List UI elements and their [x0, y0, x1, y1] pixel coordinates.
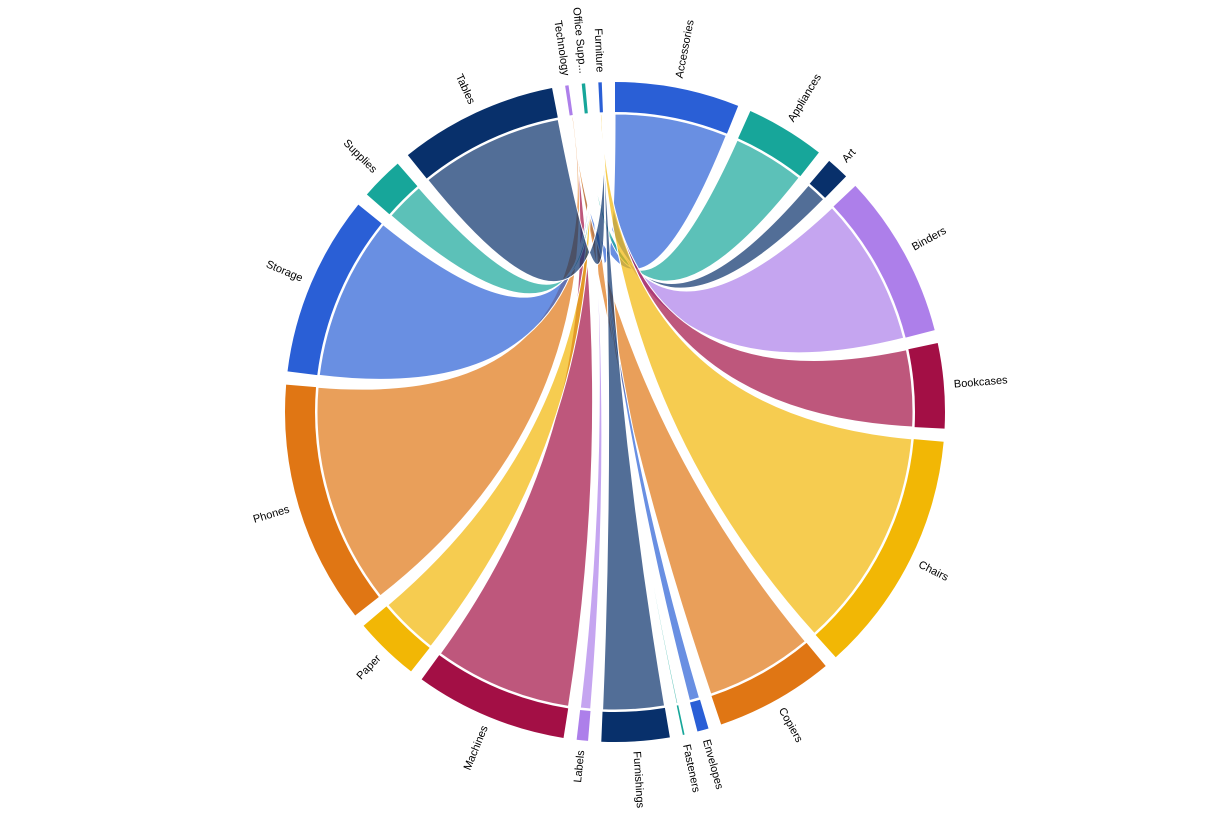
node-label: Supplies	[341, 137, 380, 176]
node-arc	[366, 163, 418, 215]
node-label: Appliances	[786, 72, 824, 125]
node-label: Fasteners	[680, 743, 702, 794]
node-arc	[407, 88, 558, 179]
node-arc	[689, 699, 709, 732]
node-arc	[287, 204, 382, 376]
node-arc	[601, 707, 670, 742]
node-arc	[581, 83, 588, 114]
node-label: Art	[840, 147, 858, 165]
link	[584, 114, 905, 354]
node-arc	[815, 439, 944, 658]
node-label: Technology	[551, 20, 571, 77]
node-arc	[565, 85, 573, 116]
link	[318, 114, 591, 380]
link	[390, 114, 592, 295]
node-label: Envelopes	[700, 738, 725, 791]
node-label: Storage	[264, 258, 304, 284]
node-label: Office Supp...	[570, 7, 588, 74]
node-arc	[576, 709, 591, 741]
node-label: Tables	[453, 72, 477, 106]
node-label: Furniture	[592, 28, 606, 73]
node-arc	[615, 82, 739, 134]
node-label: Copiers	[776, 706, 805, 745]
node-label: Machines	[462, 724, 491, 773]
node-label: Labels	[572, 749, 587, 783]
node-arc	[908, 343, 945, 429]
node-arc	[284, 384, 379, 616]
link	[427, 113, 606, 282]
node-label: Furnishings	[630, 751, 646, 809]
node-arc	[809, 160, 847, 198]
link	[599, 113, 913, 635]
node-label: Bookcases	[953, 374, 1008, 390]
node-arc	[598, 82, 603, 113]
nodes	[284, 82, 945, 742]
node-label: Binders	[910, 225, 949, 254]
node-label: Chairs	[916, 559, 950, 584]
node-label: Accessories	[674, 18, 697, 79]
links	[316, 113, 914, 711]
node-arc	[711, 642, 826, 725]
node-arc	[421, 655, 569, 738]
node-label: Phones	[252, 503, 292, 525]
node-arc	[833, 185, 935, 338]
node-label: Paper	[354, 653, 383, 683]
node-arc	[738, 111, 819, 177]
node-arc	[676, 705, 685, 735]
node-arc	[363, 606, 430, 672]
